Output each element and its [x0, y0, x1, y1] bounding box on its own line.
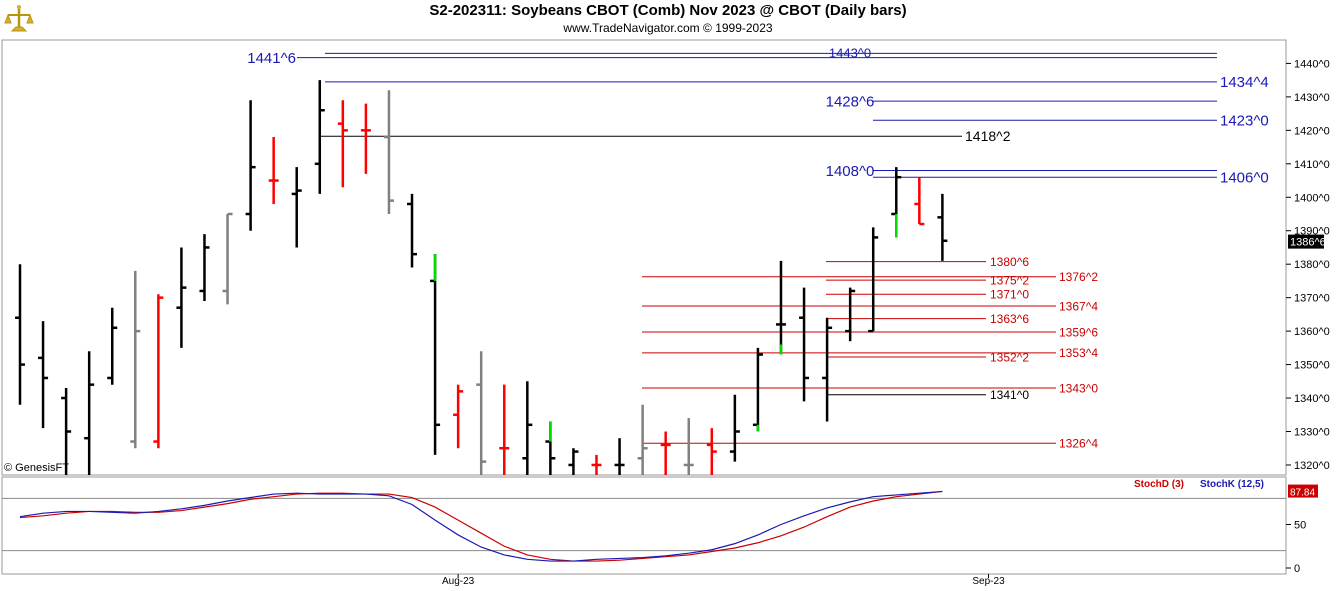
price-panel-frame — [1, 39, 1287, 476]
level-label: 1375^2 — [990, 273, 1029, 287]
chart-title: S2-202311: Soybeans CBOT (Comb) Nov 2023… — [429, 2, 907, 19]
level-label: 1408^0 — [826, 163, 875, 180]
price-axis-tick-label: 1360^0 — [1294, 326, 1330, 338]
level-label: 1352^2 — [990, 350, 1029, 364]
level-label: 1376^2 — [1059, 270, 1098, 284]
level-label: 1371^0 — [990, 288, 1029, 302]
price-axis-tick-label: 1410^0 — [1294, 159, 1330, 171]
stochastic-last-value-box — [1288, 484, 1318, 498]
stochastic-line-stochd — [19, 490, 943, 562]
price-axis-tick-label: 1370^0 — [1294, 293, 1330, 305]
x-axis-label: Aug-23 — [442, 576, 475, 587]
trade-navigator-logo-icon — [3, 3, 35, 35]
stochastic-axis-tick-label: 0 — [1294, 563, 1300, 575]
price-axis-tick-label: 1320^0 — [1294, 460, 1330, 472]
level-label: 1363^6 — [990, 312, 1029, 326]
level-label: 1441^6 — [247, 50, 296, 67]
x-axis-label: Sep-23 — [972, 576, 1005, 587]
level-label: 1341^0 — [990, 388, 1029, 402]
level-label: 1367^4 — [1059, 299, 1098, 313]
level-label: 1434^4 — [1220, 74, 1269, 91]
price-axis-tick-label: 1420^0 — [1294, 125, 1330, 137]
level-label: 1353^4 — [1059, 346, 1098, 360]
last-price-box — [1288, 234, 1324, 249]
price-axis-tick-label: 1400^0 — [1294, 192, 1330, 204]
level-label: 1428^6 — [826, 93, 875, 110]
price-axis-tick-label: 1430^0 — [1294, 92, 1330, 104]
stochastic-panel-frame — [1, 476, 1287, 575]
level-label: 1343^0 — [1059, 381, 1098, 395]
stochastic-axis-tick-label: 50 — [1294, 520, 1306, 532]
level-label: 1418^2 — [965, 128, 1011, 144]
level-label: 1406^0 — [1220, 170, 1269, 187]
copyright-label: © GenesisFT — [4, 462, 69, 474]
level-label: 1359^6 — [1059, 325, 1098, 339]
level-label: 1443^0 — [829, 45, 871, 60]
stochastic-line-stochk — [19, 490, 943, 562]
stochastic-last-value-label: 87.84 — [1290, 488, 1315, 499]
stochastic-legend-entry: StochK (12,5) — [1200, 479, 1264, 490]
price-axis-tick-label: 1440^0 — [1294, 58, 1330, 70]
level-label: 1326^4 — [1059, 437, 1098, 451]
stochastic-legend-entry: StochD (3) — [1134, 479, 1184, 490]
price-axis-tick-label: 1330^0 — [1294, 427, 1330, 439]
price-axis-tick-label: 1340^0 — [1294, 393, 1330, 405]
price-axis-tick-label: 1350^0 — [1294, 360, 1330, 372]
last-price-label: 1386^6 — [1290, 237, 1326, 249]
level-label: 1380^6 — [990, 255, 1029, 269]
level-label: 1423^0 — [1220, 113, 1269, 130]
price-axis-tick-label: 1380^0 — [1294, 259, 1330, 271]
chart-subtitle: www.TradeNavigator.com © 1999-2023 — [563, 21, 773, 35]
